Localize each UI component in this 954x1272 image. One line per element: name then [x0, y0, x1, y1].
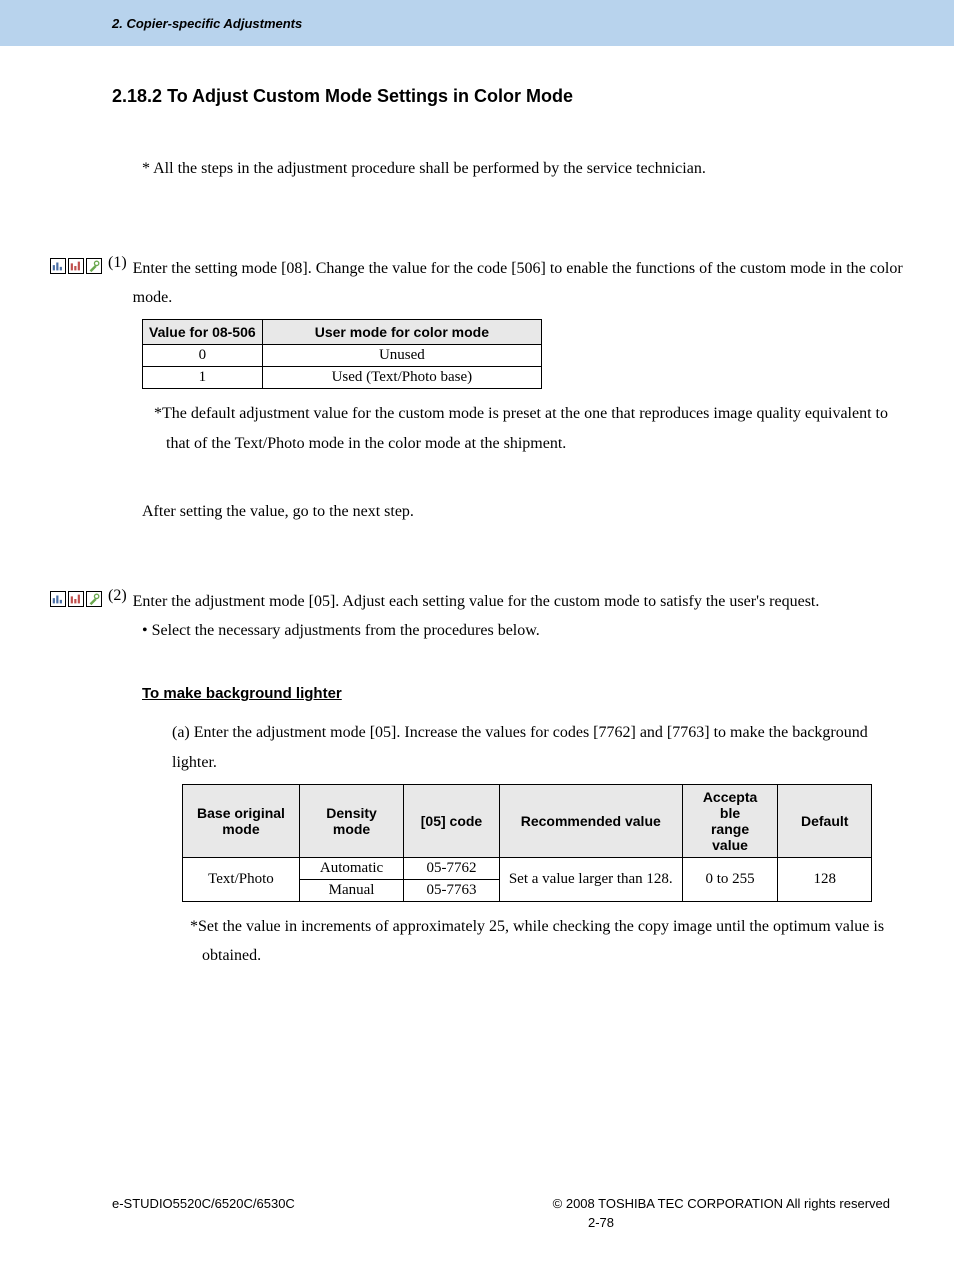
sub-heading: To make background lighter [142, 685, 904, 702]
section-heading: To Adjust Custom Mode Settings in Color … [167, 86, 573, 106]
intro-note: * All the steps in the adjustment proced… [142, 155, 904, 184]
table-cell: Automatic [299, 857, 403, 879]
step1-after: After setting the value, go to the next … [142, 498, 904, 527]
step-text: Enter the adjustment mode [05]. Adjust e… [133, 587, 904, 617]
table-user-mode: Value for 08-506 User mode for color mod… [142, 319, 542, 389]
table-row: 1 Used (Text/Photo base) [143, 366, 542, 388]
table-cell: Manual [299, 879, 403, 901]
sub-a: (a) Enter the adjustment mode [05]. Incr… [172, 718, 904, 777]
table-cell: Unused [262, 344, 541, 366]
step-icons [50, 258, 102, 274]
table-cell: Used (Text/Photo base) [262, 366, 541, 388]
main-content: 2.18.2 To Adjust Custom Mode Settings in… [0, 86, 954, 971]
table2-note: *Set the value in increments of approxim… [182, 912, 904, 971]
footer: e-STUDIO5520C/6520C/6530C © 2008 TOSHIBA… [0, 1196, 954, 1230]
header-band: 2. Copier-specific Adjustments [0, 0, 954, 46]
note-text: The default adjustment value for the cus… [162, 405, 888, 452]
table-cell: 05-7763 [404, 879, 500, 901]
note-text: Set the value in increments of approxima… [198, 918, 884, 965]
step1-note: *The default adjustment value for the cu… [142, 399, 904, 458]
step-number: (2) [108, 587, 127, 605]
table-header: Value for 08-506 [143, 319, 263, 344]
table-cell: 0 [143, 344, 263, 366]
chart-icon [50, 591, 66, 607]
step-1: (1) Enter the setting mode [08]. Change … [112, 254, 904, 313]
table-cell: 05-7762 [404, 857, 500, 879]
step-2: (2) Enter the adjustment mode [05]. Adju… [112, 587, 904, 617]
step-text: Enter the setting mode [08]. Change the … [133, 254, 904, 313]
table-header: Base original mode [183, 784, 300, 857]
table-cell: Set a value larger than 128. [499, 857, 682, 901]
chart-icon [68, 258, 84, 274]
table-cell: 1 [143, 366, 263, 388]
footer-page: 2-78 [312, 1215, 890, 1230]
tool-icon [86, 591, 102, 607]
table-row: 0 Unused [143, 344, 542, 366]
step2-bullet: • Select the necessary adjustments from … [142, 617, 904, 646]
table-header: [05] code [404, 784, 500, 857]
table-cell: 0 to 255 [682, 857, 778, 901]
table-cell: 128 [778, 857, 872, 901]
section-number: 2.18.2 [112, 86, 162, 106]
tool-icon [86, 258, 102, 274]
table-header: User mode for color mode [262, 319, 541, 344]
table-header: Default [778, 784, 872, 857]
footer-copyright: © 2008 TOSHIBA TEC CORPORATION All right… [553, 1196, 890, 1211]
section-title: 2.18.2 To Adjust Custom Mode Settings in… [112, 86, 904, 107]
chart-icon [50, 258, 66, 274]
breadcrumb: 2. Copier-specific Adjustments [112, 16, 302, 31]
chart-icon [68, 591, 84, 607]
table-header: Acceptablerangevalue [682, 784, 778, 857]
table-row: Text/Photo Automatic 05-7762 Set a value… [183, 857, 872, 879]
table-adjustment: Base original mode Density mode [05] cod… [182, 784, 872, 902]
table-header: Density mode [299, 784, 403, 857]
step-icons [50, 591, 102, 607]
table-cell: Text/Photo [183, 857, 300, 901]
table-header: Recommended value [499, 784, 682, 857]
footer-model: e-STUDIO5520C/6520C/6530C [112, 1196, 295, 1211]
step-number: (1) [108, 254, 127, 272]
